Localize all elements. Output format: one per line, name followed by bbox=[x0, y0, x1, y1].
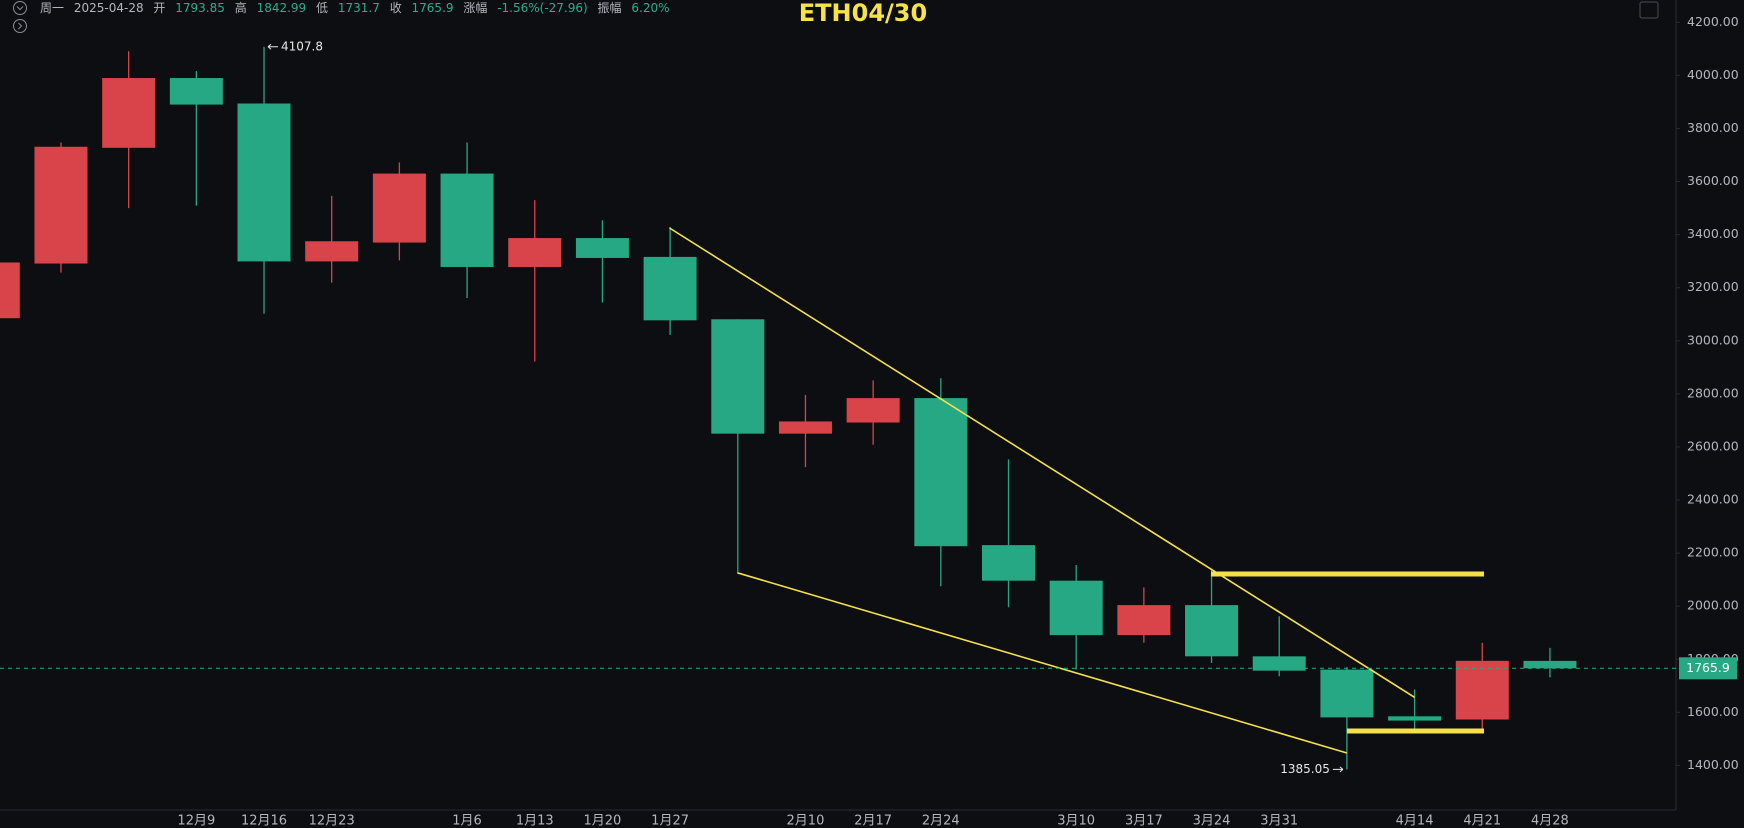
trend-line bbox=[737, 572, 1348, 754]
candle-body bbox=[643, 256, 697, 321]
trend-lines bbox=[669, 227, 1484, 754]
x-tick-label: 4月21 bbox=[1463, 814, 1501, 828]
candle-body bbox=[1117, 605, 1171, 636]
x-tick-label: 4月28 bbox=[1531, 814, 1569, 828]
candle-body bbox=[846, 398, 900, 423]
info-bar: 周一 2025-04-28 开 1793.85 高 1842.99 低 1731… bbox=[40, 0, 670, 15]
y-tick-label: 4200.00 bbox=[1687, 14, 1739, 29]
candle-body bbox=[1523, 660, 1577, 669]
amplitude-label: 振幅 bbox=[598, 0, 622, 15]
candle-body bbox=[575, 238, 629, 258]
low-annotation: 1385.05 bbox=[1280, 762, 1330, 776]
candle-body bbox=[237, 103, 291, 262]
trend-line bbox=[669, 227, 1416, 699]
x-tick-label: 2月10 bbox=[787, 814, 825, 828]
close-value: 1765.9 bbox=[412, 1, 454, 15]
low-value: 1731.7 bbox=[338, 1, 380, 15]
x-tick-label: 1月20 bbox=[584, 814, 622, 828]
x-tick-label: 2月24 bbox=[922, 814, 960, 828]
y-tick-label: 4000.00 bbox=[1687, 67, 1739, 82]
candle-body bbox=[1252, 656, 1306, 671]
y-tick-label: 1400.00 bbox=[1687, 757, 1739, 772]
candle-body bbox=[1185, 605, 1239, 657]
low-label: 低 bbox=[316, 1, 328, 15]
annotation-arrow bbox=[1332, 766, 1344, 773]
x-tick-label: 12月23 bbox=[309, 814, 355, 828]
x-tick-label: 12月9 bbox=[177, 814, 215, 828]
candle-body bbox=[0, 262, 20, 319]
candle-body bbox=[305, 241, 359, 262]
x-tick-label: 3月24 bbox=[1193, 814, 1231, 828]
weekday: 周一 bbox=[40, 1, 64, 15]
candle-body bbox=[1455, 660, 1509, 720]
x-tick-label: 3月31 bbox=[1260, 814, 1298, 828]
y-tick-label: 2200.00 bbox=[1687, 545, 1739, 560]
y-tick-label: 1600.00 bbox=[1687, 704, 1739, 719]
expand-icon-chevron bbox=[18, 22, 23, 30]
amplitude-value: 6.20% bbox=[631, 1, 669, 15]
y-tick-label: 2800.00 bbox=[1687, 385, 1739, 400]
x-tick-label: 12月16 bbox=[241, 814, 287, 828]
last-price-label: 1765.9 bbox=[1686, 660, 1730, 675]
y-tick-label: 2600.00 bbox=[1687, 438, 1739, 453]
open-label: 开 bbox=[153, 1, 165, 15]
high-annotation: 4107.8 bbox=[281, 39, 323, 53]
collapse-icon[interactable] bbox=[13, 1, 27, 15]
candle-body bbox=[169, 78, 223, 105]
date: 2025-04-28 bbox=[74, 1, 144, 15]
x-tick-label: 1月27 bbox=[651, 814, 689, 828]
x-tick-label: 2月17 bbox=[854, 814, 892, 828]
x-tick-label: 3月17 bbox=[1125, 814, 1163, 828]
close-label: 收 bbox=[390, 1, 402, 15]
chart-title: ETH04/30 bbox=[799, 0, 927, 27]
y-tick-label: 3600.00 bbox=[1687, 173, 1739, 188]
candle-body bbox=[914, 398, 968, 547]
candle-body bbox=[1049, 580, 1103, 636]
candle-body bbox=[1388, 716, 1442, 721]
plot-area bbox=[0, 46, 1577, 770]
y-tick-label: 3000.00 bbox=[1687, 332, 1739, 347]
open-value: 1793.85 bbox=[175, 1, 225, 15]
y-tick-label: 2000.00 bbox=[1687, 598, 1739, 613]
toolbar-icons bbox=[13, 1, 1659, 33]
candle-body bbox=[508, 238, 562, 267]
candle-body bbox=[34, 146, 88, 264]
candle-body bbox=[372, 173, 426, 243]
change-label: 涨幅 bbox=[463, 0, 487, 15]
x-tick-label: 1月6 bbox=[452, 814, 482, 828]
annotation-arrow bbox=[267, 43, 279, 50]
y-tick-label: 3200.00 bbox=[1687, 279, 1739, 294]
candle-body bbox=[711, 319, 765, 434]
x-tick-label: 4月14 bbox=[1396, 814, 1434, 828]
expand-icon[interactable] bbox=[13, 19, 27, 33]
last-price-box bbox=[1679, 657, 1737, 680]
high-value: 1842.99 bbox=[257, 1, 307, 15]
layout-icon[interactable] bbox=[1639, 1, 1659, 19]
x-tick-label: 1月13 bbox=[516, 814, 554, 828]
candle-body bbox=[1320, 669, 1374, 718]
candle-body bbox=[440, 173, 494, 267]
candle-body bbox=[778, 421, 832, 434]
candle-body bbox=[102, 78, 156, 148]
x-tick-label: 3月10 bbox=[1057, 814, 1095, 828]
change-value: -1.56%(-27.96) bbox=[497, 1, 588, 15]
collapse-icon-chevron bbox=[16, 6, 24, 11]
y-tick-label: 3800.00 bbox=[1687, 120, 1739, 135]
high-label: 高 bbox=[235, 0, 247, 15]
candle-body bbox=[982, 545, 1035, 581]
y-tick-label: 2400.00 bbox=[1687, 492, 1739, 507]
y-tick-label: 3400.00 bbox=[1687, 226, 1739, 241]
